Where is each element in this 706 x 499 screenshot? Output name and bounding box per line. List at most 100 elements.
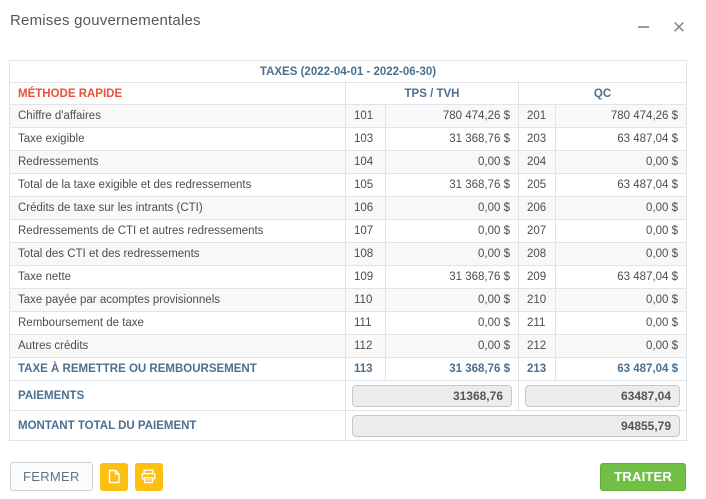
row-value-tps: 0,00 $ [386, 312, 519, 335]
row-label: Autres crédits [10, 335, 346, 358]
method-header: MÉTHODE RAPIDE [10, 83, 346, 105]
row-code-tps: 110 [346, 289, 386, 312]
row-label: Taxe payée par acomptes provisionnels [10, 289, 346, 312]
new-document-button[interactable] [100, 463, 128, 491]
row-code-tps: 112 [346, 335, 386, 358]
row-code-tps: 108 [346, 243, 386, 266]
row-code-qc: 205 [519, 174, 556, 197]
column-header-qc: QC [519, 83, 687, 105]
row-code-tps: 104 [346, 151, 386, 174]
row-code-tps: 105 [346, 174, 386, 197]
row-value-qc: 0,00 $ [556, 289, 687, 312]
table-row: Redressements de CTI et autres redressem… [10, 220, 687, 243]
row-value-qc: 63 487,04 $ [556, 174, 687, 197]
row-code-qc: 210 [519, 289, 556, 312]
row-value-tps: 0,00 $ [386, 220, 519, 243]
dialog-header: Remises gouvernementales ✕ [0, 0, 706, 46]
paiements-row: PAIEMENTS [10, 381, 687, 411]
fermer-button[interactable]: FERMER [10, 462, 93, 491]
row-code-qc: 207 [519, 220, 556, 243]
row-value-tps: 0,00 $ [386, 243, 519, 266]
table-row: Total de la taxe exigible et des redress… [10, 174, 687, 197]
row-code-qc: 208 [519, 243, 556, 266]
row-code-qc: 203 [519, 128, 556, 151]
row-value-tps: 31 368,76 $ [386, 358, 519, 381]
row-value-tps: 0,00 $ [386, 197, 519, 220]
row-code-tps: 113 [346, 358, 386, 381]
table-row: Taxe payée par acomptes provisionnels110… [10, 289, 687, 312]
row-value-tps: 780 474,26 $ [386, 105, 519, 128]
row-value-qc: 0,00 $ [556, 312, 687, 335]
row-value-qc: 780 474,26 $ [556, 105, 687, 128]
row-code-qc: 201 [519, 105, 556, 128]
row-label: Chiffre d'affaires [10, 105, 346, 128]
taxes-table: TAXES (2022-04-01 - 2022-06-30) MÉTHODE … [9, 60, 687, 441]
montant-total-label: MONTANT TOTAL DU PAIEMENT [10, 411, 346, 441]
row-value-qc: 63 487,04 $ [556, 128, 687, 151]
row-label: Taxe nette [10, 266, 346, 289]
minimize-button[interactable] [632, 16, 654, 38]
close-icon: ✕ [672, 18, 686, 37]
minimize-icon [638, 26, 649, 28]
column-header-row: MÉTHODE RAPIDE TPS / TVH QC [10, 83, 687, 105]
row-code-tps: 106 [346, 197, 386, 220]
row-value-tps: 0,00 $ [386, 335, 519, 358]
paiements-tps-input[interactable] [352, 385, 512, 407]
row-code-qc: 204 [519, 151, 556, 174]
remises-dialog: Remises gouvernementales ✕ TAXES (2022-0… [0, 0, 706, 499]
window-controls: ✕ [632, 12, 690, 38]
period-header-row: TAXES (2022-04-01 - 2022-06-30) [10, 61, 687, 83]
table-row: Redressements1040,00 $2040,00 $ [10, 151, 687, 174]
row-code-tps: 111 [346, 312, 386, 335]
table-row: Total des CTI et des redressements1080,0… [10, 243, 687, 266]
row-label: Redressements [10, 151, 346, 174]
row-value-tps: 31 368,76 $ [386, 266, 519, 289]
column-header-tps: TPS / TVH [346, 83, 519, 105]
row-value-qc: 0,00 $ [556, 220, 687, 243]
paiements-tps-cell [346, 381, 519, 411]
dialog-title: Remises gouvernementales [10, 12, 201, 29]
document-icon [107, 469, 121, 484]
row-value-qc: 63 487,04 $ [556, 358, 687, 381]
traiter-button[interactable]: TRAITER [600, 463, 686, 491]
row-label: Redressements de CTI et autres redressem… [10, 220, 346, 243]
row-code-qc: 213 [519, 358, 556, 381]
row-value-qc: 0,00 $ [556, 151, 687, 174]
table-row: Remboursement de taxe1110,00 $2110,00 $ [10, 312, 687, 335]
row-code-tps: 101 [346, 105, 386, 128]
period-header: TAXES (2022-04-01 - 2022-06-30) [10, 61, 687, 83]
print-icon [141, 469, 156, 484]
row-value-tps: 31 368,76 $ [386, 174, 519, 197]
row-value-tps: 0,00 $ [386, 151, 519, 174]
table-row: Taxe nette10931 368,76 $20963 487,04 $ [10, 266, 687, 289]
table-row: TAXE À REMETTRE OU REMBOURSEMENT11331 36… [10, 358, 687, 381]
row-code-qc: 209 [519, 266, 556, 289]
table-row: Taxe exigible10331 368,76 $20363 487,04 … [10, 128, 687, 151]
dialog-footer: FERMER TRAITER [10, 462, 686, 491]
table-row: Crédits de taxe sur les intrants (CTI)10… [10, 197, 687, 220]
row-label: Taxe exigible [10, 128, 346, 151]
row-label: Crédits de taxe sur les intrants (CTI) [10, 197, 346, 220]
row-code-tps: 109 [346, 266, 386, 289]
paiements-qc-input[interactable] [525, 385, 680, 407]
close-button[interactable]: ✕ [668, 16, 690, 38]
row-code-tps: 107 [346, 220, 386, 243]
row-label: Remboursement de taxe [10, 312, 346, 335]
row-code-tps: 103 [346, 128, 386, 151]
montant-total-cell [346, 411, 687, 441]
print-button[interactable] [135, 463, 163, 491]
row-value-tps: 31 368,76 $ [386, 128, 519, 151]
tax-rows: Chiffre d'affaires101780 474,26 $201780 … [10, 105, 687, 381]
paiements-qc-cell [519, 381, 687, 411]
table-row: Autres crédits1120,00 $2120,00 $ [10, 335, 687, 358]
row-label: Total des CTI et des redressements [10, 243, 346, 266]
paiements-label: PAIEMENTS [10, 381, 346, 411]
row-value-qc: 63 487,04 $ [556, 266, 687, 289]
row-value-qc: 0,00 $ [556, 197, 687, 220]
row-label: Total de la taxe exigible et des redress… [10, 174, 346, 197]
row-label: TAXE À REMETTRE OU REMBOURSEMENT [10, 358, 346, 381]
row-code-qc: 212 [519, 335, 556, 358]
montant-total-input[interactable] [352, 415, 680, 437]
row-value-tps: 0,00 $ [386, 289, 519, 312]
row-code-qc: 206 [519, 197, 556, 220]
